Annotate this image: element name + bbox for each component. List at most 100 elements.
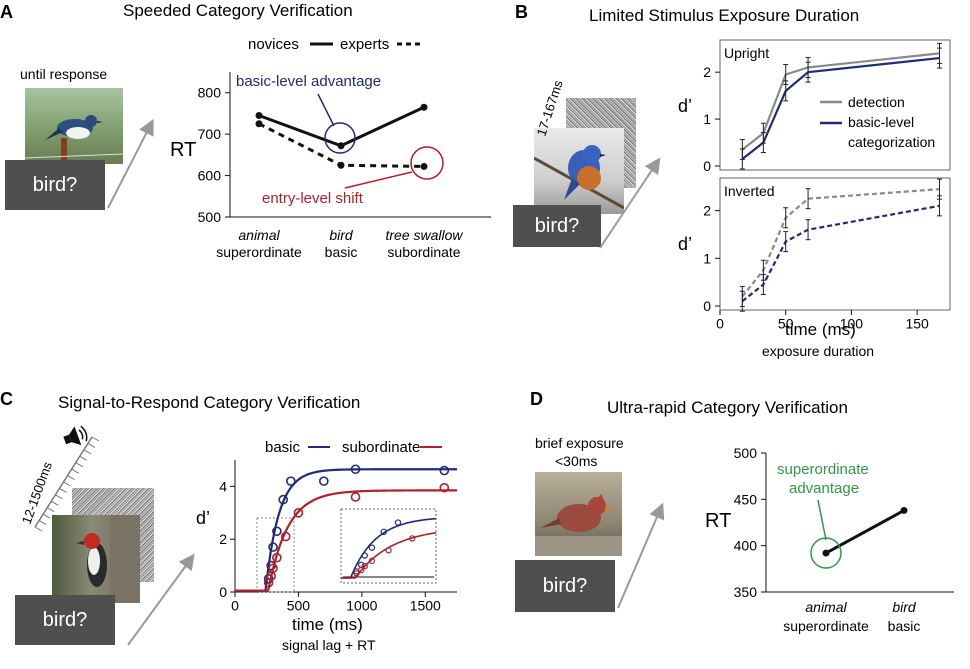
chart-c-point-subordinate <box>280 531 291 542</box>
ruler-tick <box>71 468 79 474</box>
panel-b-time-arrow <box>599 157 661 249</box>
chart-c-point-basic <box>318 476 329 486</box>
chart-a-line-novices <box>258 105 425 148</box>
panel-a-stimulus-label: until response <box>20 66 107 82</box>
chart-a-point-experts <box>337 161 345 169</box>
chart-c-point-subordinate <box>350 492 361 502</box>
chart-b: Upright Inverted d’ d’ 0 50 100 150 0 1 2 0 1 2 d… <box>678 39 951 359</box>
chart-b-line-gray-inverted <box>741 188 940 298</box>
annotation-superordinate-leader <box>817 499 827 541</box>
panel-b-letter: B <box>515 2 528 22</box>
woodpecker-illustration <box>76 515 140 603</box>
legend-experts-label: experts <box>340 36 389 53</box>
chart-c-inset-point-subordinate <box>361 562 368 570</box>
annotation-entry-leader <box>344 171 413 189</box>
cardinal-illustration <box>535 494 622 556</box>
chart-c-y-tick-label: 4 <box>219 478 227 494</box>
chart-c: 0 500 1000 1500 0 2 4 d’ basic subordinate tim… <box>196 439 458 653</box>
annotation-basic-leader <box>317 93 335 127</box>
annotation-basic-level-advantage: basic-level advantage <box>236 73 381 90</box>
chart-c-point-subordinate <box>293 507 304 518</box>
chart-a-y-tick-label: 700 <box>198 126 222 142</box>
chart-b-x-tick-label: 100 <box>840 315 864 331</box>
chart-c-inset-point-basic <box>361 552 368 559</box>
legend-novices-label: novices <box>248 36 299 53</box>
chart-d-level-label: basic <box>888 618 921 634</box>
chart-c-point-basic <box>439 465 450 476</box>
chart-c-point-basic <box>350 464 361 475</box>
ruler-tick <box>63 481 71 487</box>
chart-b-upright-ylabel: d’ <box>678 96 692 116</box>
chart-c-x-tick-label: 1000 <box>346 597 377 613</box>
chart-c-legend: basic subordinate <box>265 439 442 456</box>
chart-a-level-label: superordinate <box>216 244 302 260</box>
chart-b-x-tick-label: 0 <box>716 315 724 331</box>
chart-c-inset-point-basic <box>368 544 376 551</box>
chart-d-y-label: RT <box>705 510 731 532</box>
chart-c-point-basic <box>266 560 276 571</box>
chart-b-y-tick-label: 0 <box>703 158 711 174</box>
chart-d-y-tick-label: 400 <box>734 538 758 554</box>
chart-c-inset-point-basic <box>394 519 402 526</box>
annotation-superordinate-1: superordinate <box>777 461 869 478</box>
panel-a-prompt: bird? <box>5 160 105 210</box>
chart-a-category-label: bird <box>329 227 354 243</box>
chart-d: 350 400 450 500 RT animal superordinate bird b… <box>705 445 954 634</box>
chart-b-x-tick-label: 150 <box>905 315 929 331</box>
chart-b-inverted-label: Inverted <box>724 183 775 199</box>
chart-b-inverted-ylabel: d’ <box>678 234 692 254</box>
chart-b-y-tick-label: 1 <box>703 250 711 266</box>
panel-c-title: Signal-to-Respond Category Verification <box>58 393 360 412</box>
panel-d-time-arrow <box>617 502 665 609</box>
chart-c-inset-point-subordinate <box>368 557 376 565</box>
chart-c-inset-point-basic <box>380 528 387 536</box>
ruler-tick <box>75 462 83 468</box>
chart-c-point-basic <box>278 494 289 505</box>
panel-b-prompt: bird? <box>513 205 601 247</box>
chart-b-y-tick-label: 0 <box>703 298 711 314</box>
ruler-tick <box>34 526 43 532</box>
chart-b-y-tick-label: 1 <box>703 111 711 127</box>
chart-a-category-label: tree swallow <box>385 227 463 243</box>
chart-d-category-label: animal <box>805 599 847 615</box>
chart-d-y-tick-label: 350 <box>734 584 758 600</box>
chart-b-y-tick-label: 2 <box>703 64 711 80</box>
chart-a-y-tick-label: 600 <box>198 168 222 184</box>
panel-d-letter: D <box>530 389 543 409</box>
chart-d-y-tick-label: 500 <box>734 445 758 461</box>
panel-d-stimulus-label-2: <30ms <box>555 453 597 469</box>
chart-d-y-tick-label: 450 <box>734 491 758 507</box>
chart-c-curve-basic <box>235 468 457 592</box>
chart-b-x-label: time (ms) <box>785 320 856 339</box>
panel-a-time-arrow <box>107 118 154 209</box>
panel-c-bird-photo <box>52 515 140 603</box>
chart-a-legend: novices experts <box>248 36 420 53</box>
chart-c-point-subordinate <box>268 563 278 574</box>
chart-c-point-basic <box>272 526 282 537</box>
panel-a-bird-photo <box>25 88 123 164</box>
chart-c-inset-point-subordinate <box>353 570 360 577</box>
chart-c-inset-point-subordinate <box>409 535 416 542</box>
panel-d-prompt: bird? <box>515 560 615 612</box>
chart-c-point-basic <box>263 573 274 584</box>
chart-b-upright-frame <box>719 39 951 171</box>
chart-d-level-label: superordinate <box>783 618 869 634</box>
ruler-tick <box>42 513 51 519</box>
legend-basic-level-label: basic-level <box>848 114 914 130</box>
chart-d-point <box>900 506 908 514</box>
ruler-tick <box>46 507 55 513</box>
chart-a-point-novices <box>255 112 263 119</box>
annotation-superordinate-2: advantage <box>789 480 859 497</box>
ruler-tick <box>55 494 63 500</box>
chart-c-y-tick-label: 2 <box>219 531 227 547</box>
panel-a-letter: A <box>0 2 13 22</box>
chart-c-inset-point-subordinate <box>357 566 365 574</box>
chart-c-point-subordinate <box>272 552 282 563</box>
chart-a-y-tick-label: 800 <box>198 85 222 101</box>
chart-c-x-label-2: signal lag + RT <box>282 637 376 653</box>
annotation-superordinate-circle <box>810 537 842 569</box>
chart-b-upright-label: Upright <box>724 45 769 61</box>
legend-basic-label: basic <box>265 439 301 456</box>
chart-a-category-label: animal <box>238 227 280 243</box>
